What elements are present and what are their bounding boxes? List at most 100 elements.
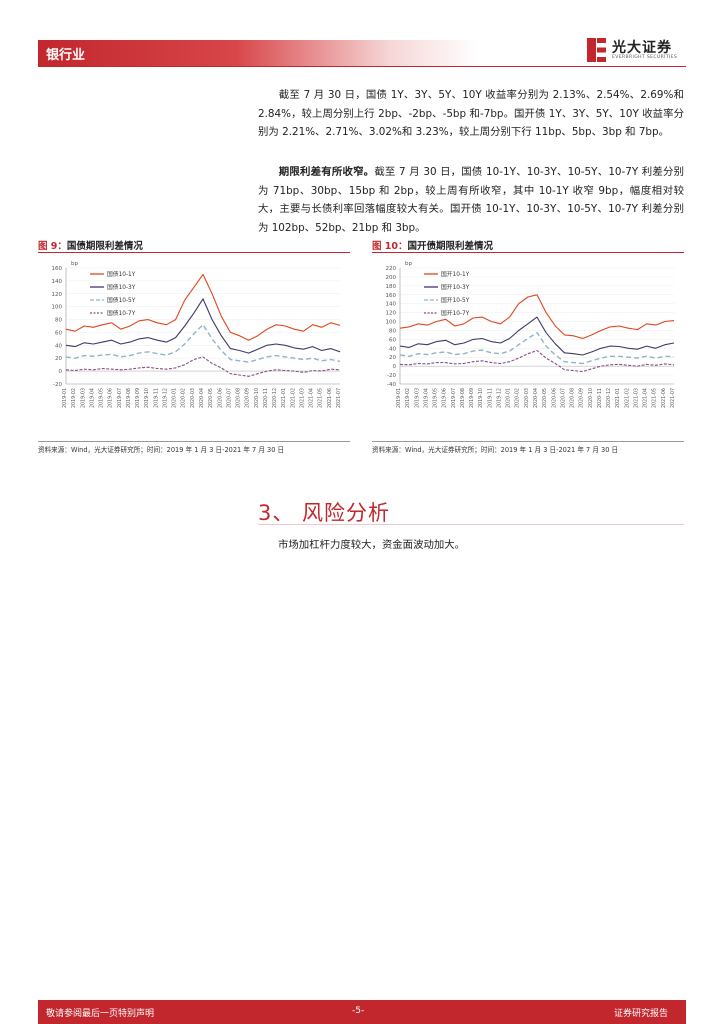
y-tick-label: -40 xyxy=(387,382,396,388)
y-tick-label: 220 xyxy=(386,266,397,272)
x-tick-label: 2021-05 xyxy=(652,388,658,408)
figure-9-source-rule xyxy=(38,441,350,442)
legend-label: 国开10-7Y xyxy=(441,310,470,317)
figure-9-title-text: 国债期限利差情况 xyxy=(66,241,143,252)
series-line-1 xyxy=(399,294,675,340)
x-tick-label: 2020-12 xyxy=(272,388,278,408)
x-tick-label: 2020-05 xyxy=(208,388,214,408)
y-tick-label: 120 xyxy=(386,311,397,317)
paragraph-spreads-text: 期限利差有所收窄。截至 7 月 30 日，国债 10-1Y、10-3Y、10-5… xyxy=(258,163,684,238)
series-line-3 xyxy=(65,323,341,363)
legend-label: 国债10-5Y xyxy=(107,296,136,304)
legend-label: 国债10-3Y xyxy=(107,283,136,291)
x-tick-label: 2020-05 xyxy=(542,388,548,408)
x-tick-label: 2019-10 xyxy=(478,388,484,408)
figure-10-title: 图 10：国开债期限利差情况 xyxy=(372,238,493,252)
x-tick-label: 2019-06 xyxy=(442,388,448,408)
y-unit-label: bp xyxy=(71,261,78,267)
x-tick-label: 2019-09 xyxy=(135,388,141,408)
x-tick-label: 2020-09 xyxy=(245,388,251,408)
x-tick-label: 2019-12 xyxy=(162,388,168,408)
x-tick-label: 2019-12 xyxy=(496,388,502,408)
x-tick-label: 2021-06 xyxy=(327,388,333,408)
x-tick-label: 2019-03 xyxy=(414,388,420,408)
figure-9-chart-svg: -20 0 20 40 60 80 100 120 140 160 bp 2019-01 2019-02… xyxy=(52,261,343,408)
section-heading: 3、 风险分析 xyxy=(258,501,391,525)
x-tick-label: 2019-05 xyxy=(99,388,105,408)
x-tick-label: 2020-01 xyxy=(172,388,178,408)
brand-name: 光大证券 xyxy=(612,40,672,56)
y-tick-label: 40 xyxy=(55,343,62,349)
y-tick-label: 60 xyxy=(389,337,396,343)
x-tick-label: 2021-04 xyxy=(309,388,315,408)
y-tick-label: 20 xyxy=(389,355,396,361)
x-tick-label: 2019-09 xyxy=(469,388,475,408)
y-tick-label: 60 xyxy=(55,330,62,336)
figure-10-label: 图 10： xyxy=(372,241,408,252)
series-line-3 xyxy=(399,331,675,365)
footer-disclaimer: 敬请参阅最后一页特别声明 xyxy=(46,1009,155,1019)
x-tick-label: 2019-05 xyxy=(433,388,439,408)
figure-10-source-rule xyxy=(372,441,684,442)
y-tick-label: 120 xyxy=(52,292,63,298)
figure-10-title-text: 国开债期限利差情况 xyxy=(407,241,494,252)
figure-10-source: 资料来源：Wind，光大证券研究所；时间：2019 年 1 月 3 日-2021… xyxy=(372,446,619,454)
series-line-4 xyxy=(65,356,341,377)
figure-10-chart: -40 -20 0 20 40 60 80 100 120 140 160 180 200 220 bp 20… xyxy=(372,256,682,438)
footer-page-number: -5- xyxy=(352,1006,365,1016)
series-line-2 xyxy=(399,316,675,356)
figure-9-source: 资料来源：Wind，光大证券研究所；时间：2019 年 1 月 3 日-2021… xyxy=(38,446,285,454)
x-tick-label: 2020-06 xyxy=(551,388,557,408)
x-tick-label: 2020-08 xyxy=(570,388,576,408)
legend-label: 国开10-1Y xyxy=(441,271,470,278)
x-tick-label: 2019-01 xyxy=(396,388,402,408)
x-tick-label: 2021-06 xyxy=(661,388,667,408)
x-tick-label: 2019-01 xyxy=(62,388,68,408)
y-tick-label: 80 xyxy=(55,318,62,324)
figure-9-label: 图 9： xyxy=(38,241,67,252)
y-tick-label: 0 xyxy=(59,369,63,375)
x-tick-label: 2020-01 xyxy=(506,388,512,408)
header-bar xyxy=(38,40,478,66)
paragraph-spreads-body: 截至 7 月 30 日，国债 10-1Y、10-3Y、10-5Y、10-7Y 利… xyxy=(258,166,685,235)
x-tick-label: 2020-11 xyxy=(263,388,269,408)
y-tick-label: 180 xyxy=(386,284,397,290)
y-tick-label: -20 xyxy=(387,373,396,379)
x-tick-label: 2019-02 xyxy=(71,388,77,408)
header-divider xyxy=(38,66,686,67)
x-tick-label: 2019-11 xyxy=(153,388,159,408)
y-tick-label: 40 xyxy=(389,346,396,352)
x-tick-label: 2020-12 xyxy=(606,388,612,408)
x-tick-label: 2019-08 xyxy=(460,388,466,408)
x-tick-label: 2019-06 xyxy=(108,388,114,408)
figure-9-chart: -20 0 20 40 60 80 100 120 140 160 bp 2019-01 2019-02… xyxy=(38,256,348,438)
x-tick-label: 2019-11 xyxy=(487,388,493,408)
x-tick-label: 2021-01 xyxy=(615,388,621,408)
x-tick-label: 2019-07 xyxy=(117,388,123,408)
x-tick-label: 2021-07 xyxy=(670,388,676,408)
x-tick-label: 2021-04 xyxy=(643,388,649,408)
x-tick-label: 2021-03 xyxy=(633,388,639,408)
y-tick-label: 100 xyxy=(386,320,397,326)
x-tick-label: 2020-03 xyxy=(190,388,196,408)
x-tick-label: 2020-10 xyxy=(588,388,594,408)
y-tick-label: 20 xyxy=(55,356,62,362)
series-line-4 xyxy=(399,349,675,373)
x-tick-label: 2021-02 xyxy=(624,388,630,408)
footer-report-type: 证券研究报告 xyxy=(614,1009,669,1019)
legend-label: 国开10-3Y xyxy=(441,284,470,291)
y-unit-label: bp xyxy=(405,261,412,267)
figure-10-chart-svg: -40 -20 0 20 40 60 80 100 120 140 160 180 200 220 bp 20… xyxy=(386,261,677,408)
y-tick-label: 100 xyxy=(52,305,63,311)
legend-label: 国债10-7Y xyxy=(107,309,136,317)
x-tick-label: 2020-10 xyxy=(254,388,260,408)
y-tick-label: 160 xyxy=(386,293,397,299)
industry-label: 银行业 xyxy=(46,48,86,63)
brand-subtitle: EVERBRIGHT SECURITIES xyxy=(612,55,678,60)
x-tick-label: 2021-02 xyxy=(290,388,296,408)
section-heading-rule xyxy=(258,524,684,525)
paragraph-yields-text: 截至 7 月 30 日，国债 1Y、3Y、5Y、10Y 收益率分别为 2.13%… xyxy=(258,89,684,139)
x-tick-label: 2021-07 xyxy=(336,388,342,408)
paragraph-spreads-lead: 期限利差有所收窄。 xyxy=(278,166,375,178)
series-line-1 xyxy=(65,273,341,341)
